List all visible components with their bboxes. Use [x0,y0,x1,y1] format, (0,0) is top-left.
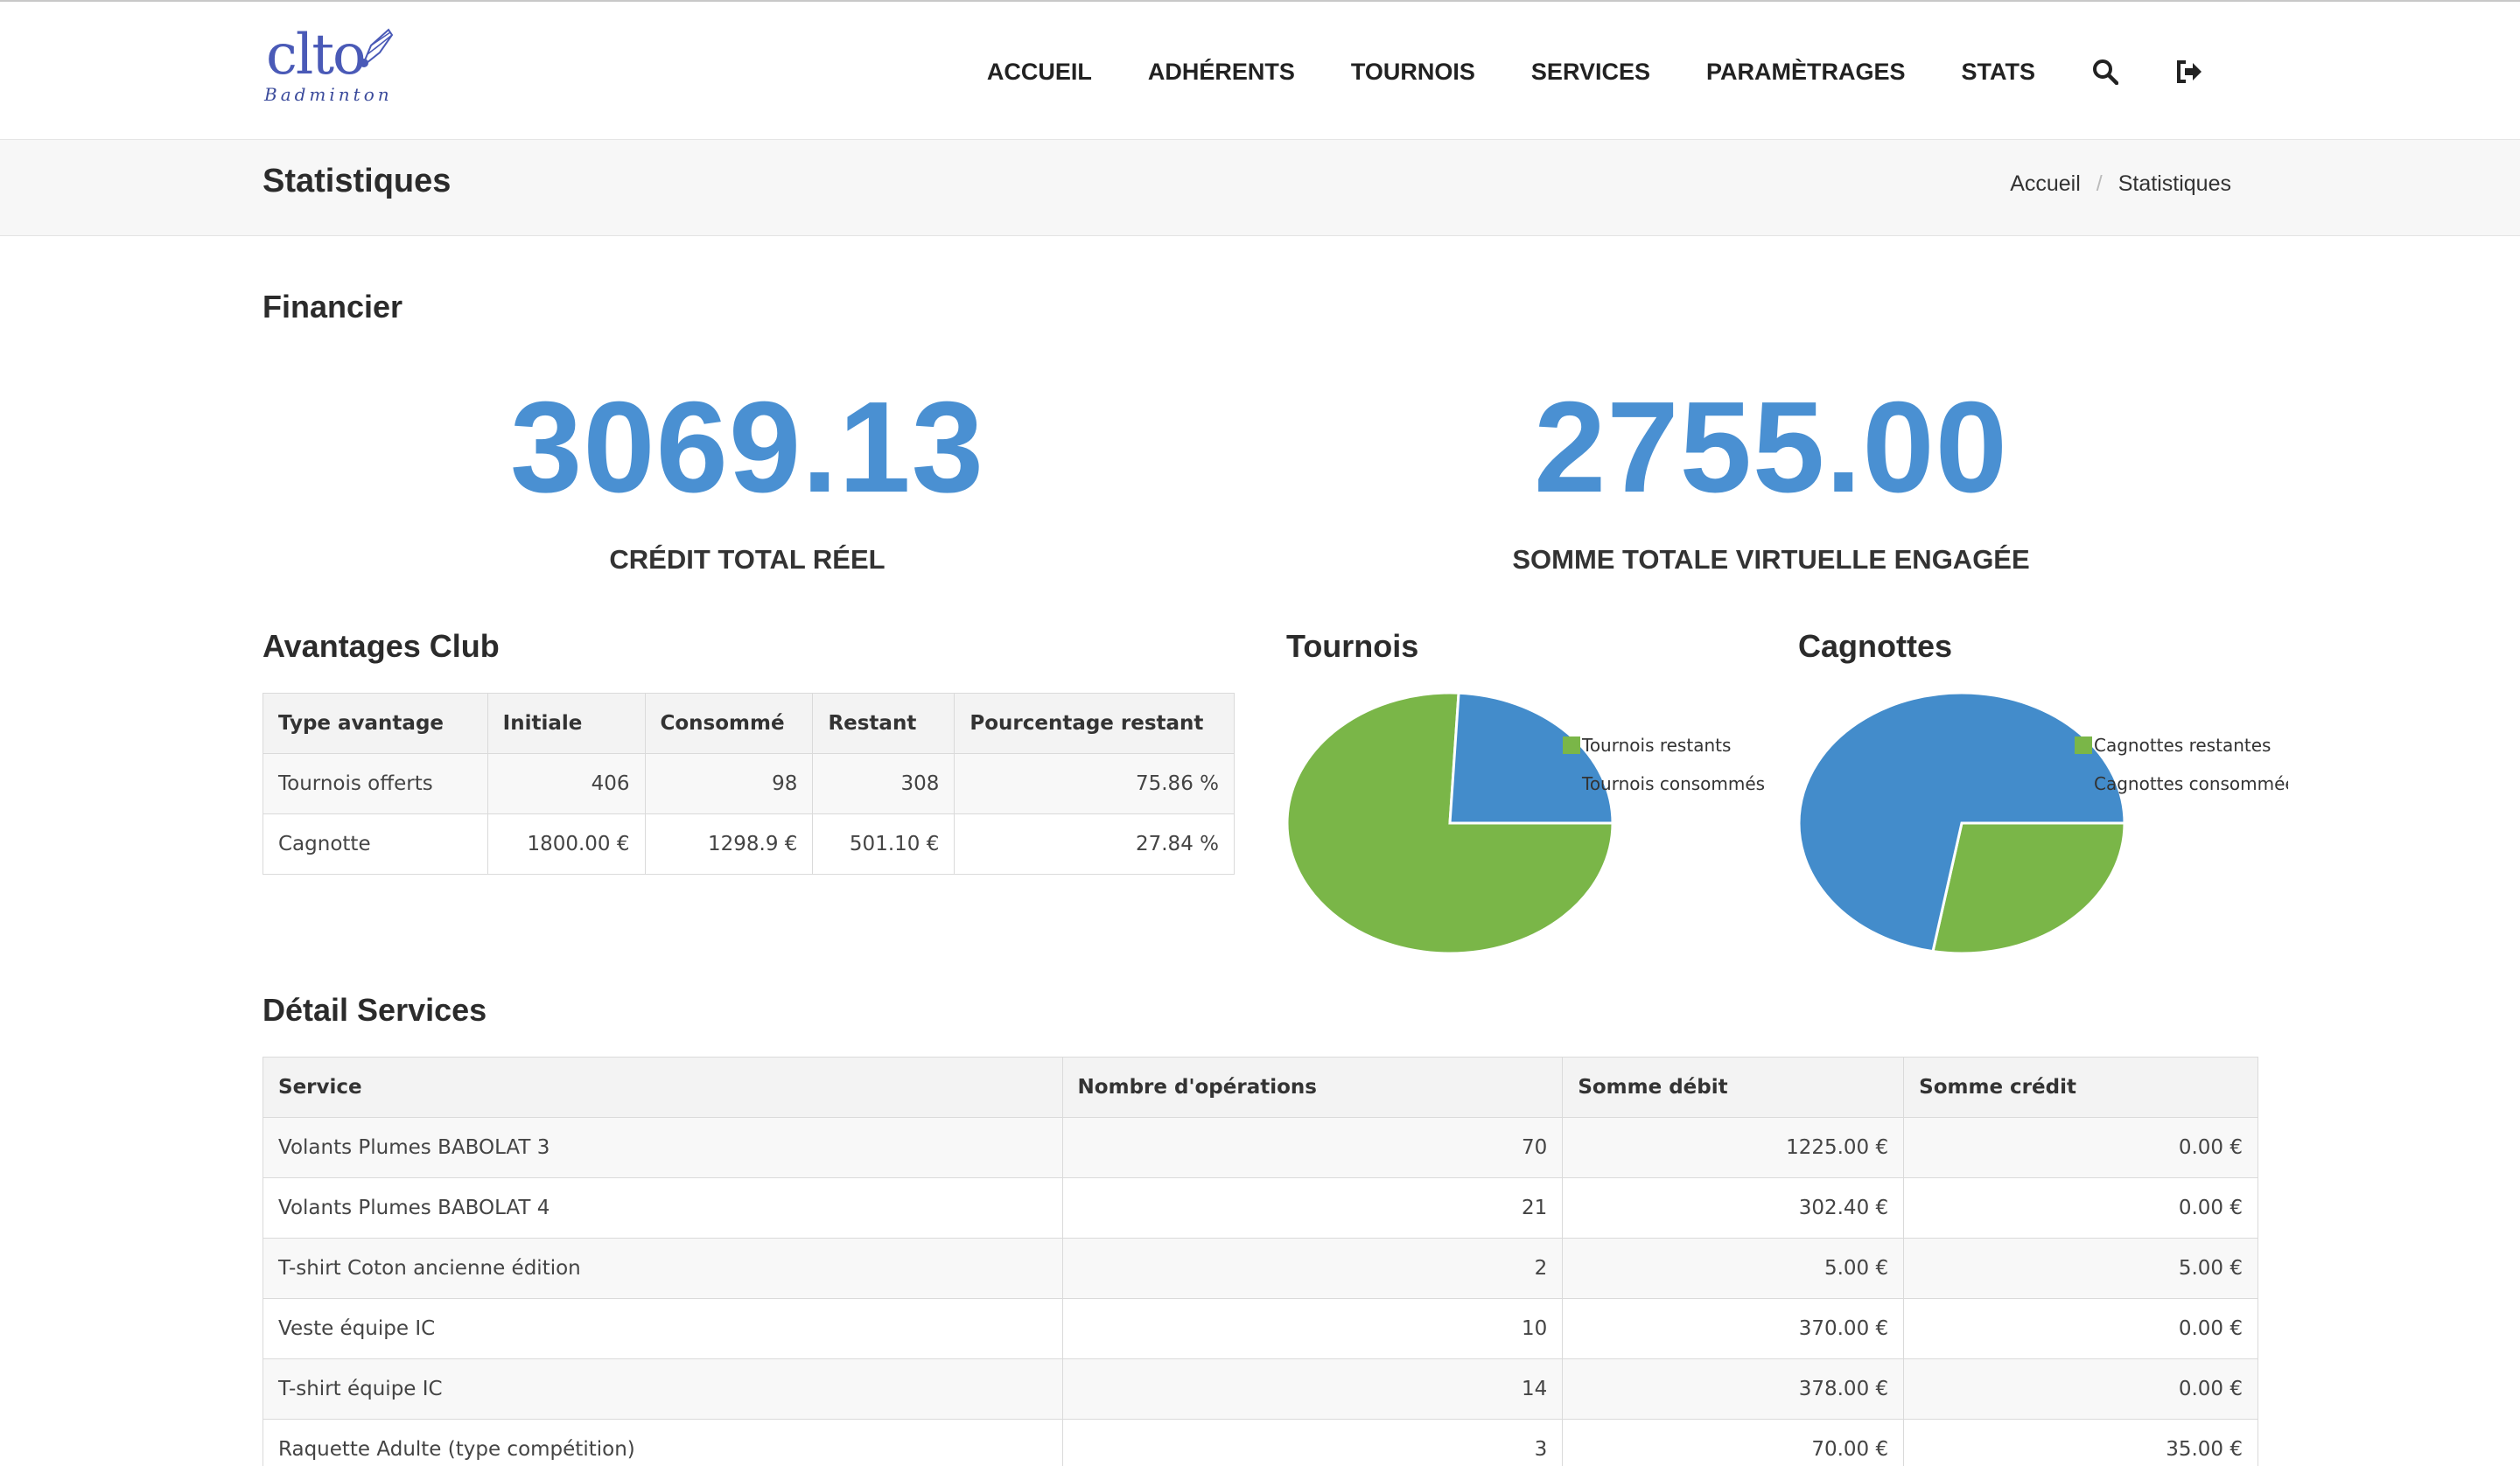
logo-subtext: Badminton [264,84,393,105]
table-cell: T-shirt équipe IC [262,1358,1063,1420]
nav-services[interactable]: SERVICES [1530,58,1650,85]
cagnottes-pie-chart: Cagnottes restantes Cagnottes consommées [1798,691,2288,953]
financier-title: Financier [262,289,403,325]
table-cell: 308 [812,753,956,814]
table-cell: 0.00 € [1903,1298,2258,1359]
page-title-bar: Statistiques Accueil / Statistiques [0,140,2520,236]
page-title: Statistiques [262,163,452,199]
column-header: Service [262,1057,1063,1118]
table-row: Tournois offerts 406 98 308 75.86 % [262,753,1235,814]
shuttlecock-icon [360,28,394,67]
table-header-row: Service Nombre d'opérations Somme débit … [262,1057,2258,1118]
table-cell: 5.00 € [1903,1238,2258,1299]
legend-swatch [1563,736,1580,754]
table-cell: 5.00 € [1562,1238,1905,1299]
table-row: Raquette Adulte (type compétition) 3 70.… [262,1419,2258,1466]
table-cell: 98 [644,753,814,814]
nav-stats[interactable]: STATS [1961,58,2036,85]
column-header: Pourcentage restant [954,693,1235,754]
pie-slice-1 [1931,821,2126,953]
search-icon[interactable] [2091,58,2119,86]
services-title: Détail Services [262,992,487,1028]
table-cell: 3 [1061,1419,1564,1466]
breadcrumb: Accueil / Statistiques [2010,171,2231,197]
tournois-pie-chart: Tournois restants Tournois consommés [1286,691,1765,953]
table-row: Volants Plumes BABOLAT 4 21 302.40 € 0.0… [262,1177,2258,1239]
column-header: Somme débit [1562,1057,1905,1118]
table-cell: 2 [1061,1238,1564,1299]
table-cell: 35.00 € [1903,1419,2258,1466]
table-cell: Volants Plumes BABOLAT 4 [262,1177,1063,1239]
legend-swatch [1563,775,1580,792]
table-cell: Cagnotte [262,813,488,875]
legend-label: Tournois consommés [1581,773,1765,794]
table-cell: 501.10 € [812,813,956,875]
table-cell: 406 [486,753,646,814]
nav-parametrages[interactable]: PARAMÈTRAGES [1705,58,1906,85]
breadcrumb-separator: / [2096,171,2103,196]
table-cell: Raquette Adulte (type compétition) [262,1419,1063,1466]
table-cell: 378.00 € [1562,1358,1905,1420]
table-cell: Volants Plumes BABOLAT 3 [262,1117,1063,1178]
column-header: Nombre d'opérations [1061,1057,1564,1118]
credit-total-stat: 3069.13 CRÉDIT TOTAL RÉEL [354,383,1141,576]
top-navbar: clto Badminton ACCUEIL ADHÉRENTS TOURNOI… [0,0,2520,140]
table-row: Cagnotte 1800.00 € 1298.9 € 501.10 € 27.… [262,813,1235,875]
table-cell: 10 [1061,1298,1564,1359]
legend-label: Tournois restants [1581,735,1731,756]
nav-adherents[interactable]: ADHÉRENTS [1147,58,1295,85]
legend-swatch [2075,736,2092,754]
table-cell: 75.86 % [954,753,1235,814]
main-nav: ACCUEIL ADHÉRENTS TOURNOIS SERVICES PARA… [931,47,2203,96]
table-cell: 370.00 € [1562,1298,1905,1359]
somme-virtuelle-stat: 2755.00 SOMME TOTALE VIRTUELLE ENGAGÉE [1377,383,2165,576]
table-cell: 21 [1061,1177,1564,1239]
logo-text: clto [266,23,367,87]
table-row: Veste équipe IC 10 370.00 € 0.00 € [262,1298,2258,1359]
column-header: Somme crédit [1903,1057,2258,1118]
legend-label: Cagnottes restantes [2094,735,2271,756]
table-cell: 0.00 € [1903,1117,2258,1178]
cagnottes-chart-title: Cagnottes [1798,628,1953,664]
credit-total-label: CRÉDIT TOTAL RÉEL [609,544,886,575]
column-header: Initiale [486,693,646,754]
column-header: Type avantage [262,693,488,754]
table-cell: 0.00 € [1903,1358,2258,1420]
club-logo[interactable]: clto Badminton [259,23,396,115]
table-cell: Veste équipe IC [262,1298,1063,1359]
table-cell: 302.40 € [1562,1177,1905,1239]
legend-swatch [2075,775,2092,792]
somme-virtuelle-value: 2755.00 [1534,375,2008,520]
table-cell: 70.00 € [1562,1419,1905,1466]
tournois-chart-title: Tournois [1286,628,1419,664]
table-cell: 14 [1061,1358,1564,1420]
table-cell: 27.84 % [954,813,1235,875]
breadcrumb-accueil[interactable]: Accueil [2010,171,2081,196]
credit-total-value: 3069.13 [510,375,984,520]
table-cell: 70 [1061,1117,1564,1178]
avantages-table: Type avantage Initiale Consommé Restant … [262,693,1235,875]
table-cell: 1298.9 € [644,813,814,875]
nav-tournois[interactable]: TOURNOIS [1350,58,1475,85]
table-row: Volants Plumes BABOLAT 3 70 1225.00 € 0.… [262,1117,2258,1178]
pie-slice-2 [1448,691,1614,825]
table-cell: 1800.00 € [486,813,646,875]
table-cell: 0.00 € [1903,1177,2258,1239]
table-cell: Tournois offerts [262,753,488,814]
table-cell: T-shirt Coton ancienne édition [262,1238,1063,1299]
table-row: T-shirt Coton ancienne édition 2 5.00 € … [262,1238,2258,1299]
nav-accueil[interactable]: ACCUEIL [986,58,1092,85]
avantages-title: Avantages Club [262,628,500,664]
breadcrumb-current: Statistiques [2118,171,2231,196]
column-header: Restant [812,693,956,754]
legend-label: Cagnottes consommées [2094,773,2288,794]
column-header: Consommé [644,693,814,754]
logout-icon[interactable] [2175,58,2203,86]
services-table: Service Nombre d'opérations Somme débit … [262,1057,2258,1466]
table-row: T-shirt équipe IC 14 378.00 € 0.00 € [262,1358,2258,1420]
table-header-row: Type avantage Initiale Consommé Restant … [262,693,1235,754]
table-cell: 1225.00 € [1562,1117,1905,1178]
somme-virtuelle-label: SOMME TOTALE VIRTUELLE ENGAGÉE [1512,544,2030,575]
